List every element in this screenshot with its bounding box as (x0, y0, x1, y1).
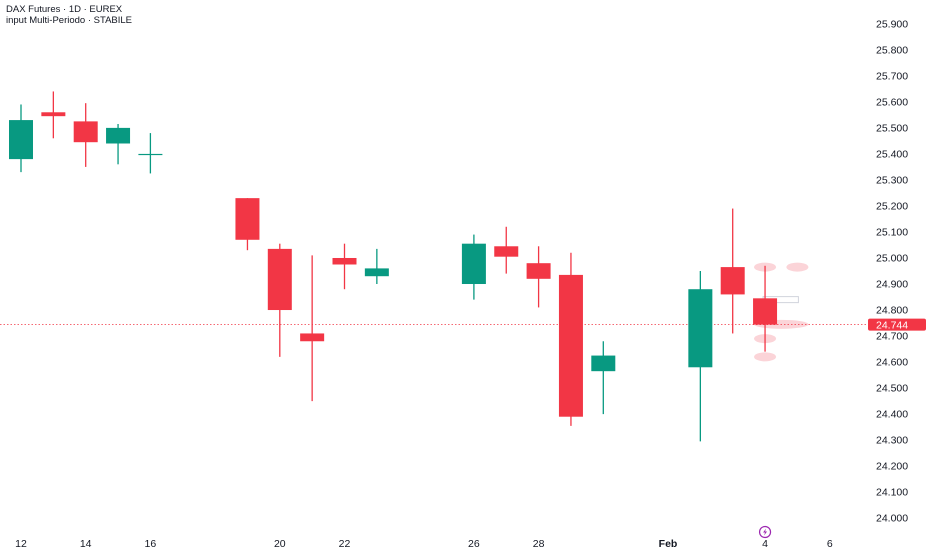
candle-28[interactable] (526, 246, 551, 308)
candle-35[interactable] (753, 265, 778, 352)
x-tick-label: 6 (827, 538, 833, 550)
candle-body (41, 112, 66, 117)
y-tick-label: 24.300 (876, 435, 908, 447)
x-tick-label: 16 (145, 538, 157, 550)
candle-15[interactable] (106, 123, 131, 165)
candle-27[interactable] (494, 226, 519, 274)
candle-20[interactable] (267, 243, 292, 357)
indicator-title[interactable]: input Multi-Periodo · STABILE (6, 15, 133, 26)
candle-body (558, 274, 583, 417)
y-tick-label: 25.100 (876, 226, 908, 238)
candle-29[interactable] (558, 252, 583, 426)
candle-body (332, 257, 357, 265)
candle-body (526, 263, 551, 279)
y-tick-label: 25.300 (876, 174, 908, 186)
candle-16[interactable] (138, 133, 163, 174)
candle-body (235, 198, 260, 240)
x-tick-label: 14 (80, 538, 92, 550)
candle-34[interactable] (720, 208, 745, 334)
y-tick-label: 24.900 (876, 279, 908, 291)
y-tick-label: 25.500 (876, 122, 908, 134)
x-tick-label: 4 (762, 538, 768, 550)
event-lightning-icon[interactable] (758, 525, 772, 539)
candle-12[interactable] (9, 104, 33, 173)
y-tick-label: 24.500 (876, 383, 908, 395)
symbol-title[interactable]: DAX Futures · 1D · EUREX (6, 4, 123, 15)
candle-body (461, 243, 486, 285)
candle-body (364, 268, 389, 277)
y-tick-label: 24.600 (876, 357, 908, 369)
lightning-glyph (763, 528, 768, 536)
y-tick-label: 25.900 (876, 18, 908, 30)
y-tick-label: 25.400 (876, 148, 908, 160)
y-tick-label: 24.200 (876, 461, 908, 473)
candle-30[interactable] (591, 341, 616, 415)
x-tick-label: 20 (274, 538, 286, 550)
zone-marker-1 (786, 262, 809, 272)
x-tick-label: 12 (15, 538, 27, 550)
y-tick-label: 25.600 (876, 96, 908, 108)
candle-33[interactable] (688, 271, 713, 442)
candle-body (720, 267, 745, 295)
candle-body (9, 120, 33, 160)
x-tick-label: 28 (533, 538, 545, 550)
candle-body (494, 246, 519, 257)
y-tick-label: 24.400 (876, 409, 908, 421)
last-price-label: 24.744 (876, 320, 908, 332)
x-tick-label: Feb (659, 538, 678, 550)
y-tick-label: 24.000 (876, 513, 908, 525)
candle-body (753, 298, 778, 325)
candle-body (106, 127, 131, 144)
candle-19[interactable] (235, 198, 260, 251)
last-price-badge: 24.744 (868, 318, 926, 332)
zone-marker-4 (754, 352, 777, 362)
candle-body (300, 333, 325, 342)
chart-header: DAX Futures · 1D · EUREX input Multi-Per… (6, 4, 132, 26)
y-tick-label: 25.200 (876, 200, 908, 212)
last-price-badge-bg (868, 318, 926, 331)
y-tick-label: 25.700 (876, 70, 908, 82)
candle-14[interactable] (73, 103, 98, 167)
y-tick-label: 24.700 (876, 331, 908, 343)
candle-22[interactable] (332, 243, 357, 290)
candle-body (138, 153, 163, 156)
candle-body (267, 248, 292, 311)
candle-26[interactable] (461, 234, 486, 300)
y-tick-label: 25.000 (876, 252, 908, 264)
x-tick-label: 26 (468, 538, 480, 550)
candle-21[interactable] (300, 255, 325, 402)
candle-body (73, 121, 98, 143)
y-tick-label: 24.800 (876, 305, 908, 317)
candle-body (688, 289, 713, 368)
candle-body (591, 355, 616, 372)
candle-23[interactable] (364, 248, 389, 285)
y-tick-label: 24.100 (876, 487, 908, 499)
y-tick-label: 25.800 (876, 44, 908, 56)
x-tick-label: 22 (339, 538, 351, 550)
candle-13[interactable] (41, 91, 66, 139)
